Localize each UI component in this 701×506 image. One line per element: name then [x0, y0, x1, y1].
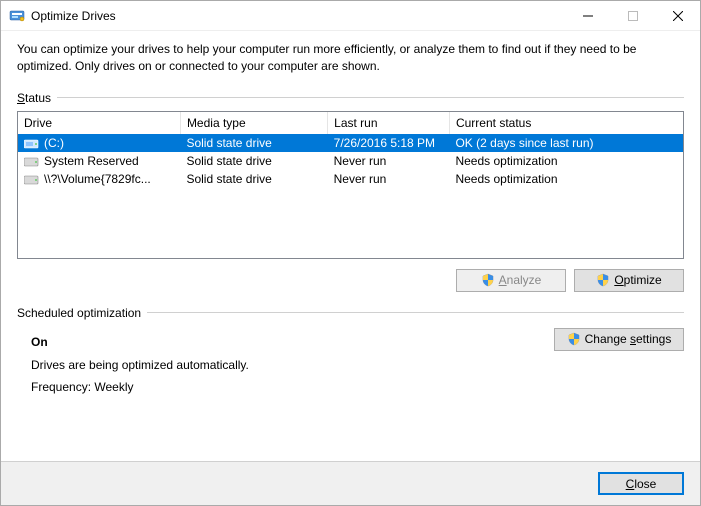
drive-name: (C:) [44, 136, 64, 150]
drive-name: System Reserved [44, 154, 139, 168]
analyze-button: Analyze [456, 269, 566, 292]
drive-icon [24, 137, 40, 149]
table-row[interactable]: System Reserved Solid state driveNever ru… [18, 152, 683, 170]
uac-shield-icon [481, 273, 495, 287]
scheduled-desc: Drives are being optimized automatically… [31, 355, 554, 377]
window-title: Optimize Drives [31, 9, 565, 23]
col-header-lastrun[interactable]: Last run [328, 112, 450, 134]
footer: Close [1, 461, 700, 505]
drive-icon [24, 173, 40, 185]
current-status: Needs optimization [449, 152, 683, 170]
close-label: Close [626, 477, 657, 491]
last-run: Never run [328, 170, 450, 188]
col-header-drive[interactable]: Drive [18, 112, 180, 134]
uac-shield-icon [567, 332, 581, 346]
window-controls [565, 1, 700, 30]
minimize-button[interactable] [565, 1, 610, 30]
analyze-label: Analyze [499, 273, 542, 287]
col-header-status[interactable]: Current status [449, 112, 683, 134]
change-settings-button[interactable]: Change settings [554, 328, 684, 351]
uac-shield-icon [596, 273, 610, 287]
media-type: Solid state drive [180, 152, 327, 170]
status-section-label: Status [17, 91, 684, 105]
last-run: Never run [328, 152, 450, 170]
status-label-text: Status [17, 91, 51, 105]
col-header-media[interactable]: Media type [180, 112, 327, 134]
scheduled-state: On [31, 332, 554, 354]
scheduled-info: On Drives are being optimized automatica… [17, 326, 554, 399]
last-run: 7/26/2016 5:18 PM [328, 134, 450, 152]
current-status: OK (2 days since last run) [449, 134, 683, 152]
scheduled-section-label: Scheduled optimization [17, 306, 684, 320]
change-settings-label: Change settings [585, 332, 672, 346]
optimize-button[interactable]: Optimize [574, 269, 684, 292]
close-button[interactable]: Close [598, 472, 684, 495]
scheduled-freq: Frequency: Weekly [31, 377, 554, 399]
maximize-button [610, 1, 655, 30]
drives-table-container: Drive Media type Last run Current status… [17, 111, 684, 259]
table-row[interactable]: \\?\Volume{7829fc... Solid state driveNev… [18, 170, 683, 188]
close-window-button[interactable] [655, 1, 700, 30]
table-row[interactable]: (C:) Solid state drive7/26/2016 5:18 PMOK… [18, 134, 683, 152]
optimize-label: Optimize [614, 273, 661, 287]
divider [57, 97, 684, 98]
content-area: You can optimize your drives to help you… [1, 31, 700, 461]
intro-text: You can optimize your drives to help you… [17, 41, 684, 75]
optimize-drives-window: Optimize Drives You can optimize your dr… [0, 0, 701, 506]
drive-icon [24, 155, 40, 167]
drive-name: \\?\Volume{7829fc... [44, 172, 151, 186]
analyze-optimize-row: Analyze Optimize [17, 269, 684, 292]
scheduled-label-text: Scheduled optimization [17, 306, 141, 320]
drives-table: Drive Media type Last run Current status… [18, 112, 683, 188]
titlebar: Optimize Drives [1, 1, 700, 31]
current-status: Needs optimization [449, 170, 683, 188]
table-header-row: Drive Media type Last run Current status [18, 112, 683, 134]
scheduled-body: On Drives are being optimized automatica… [17, 326, 684, 399]
media-type: Solid state drive [180, 170, 327, 188]
media-type: Solid state drive [180, 134, 327, 152]
divider [147, 312, 684, 313]
app-icon [9, 8, 25, 24]
